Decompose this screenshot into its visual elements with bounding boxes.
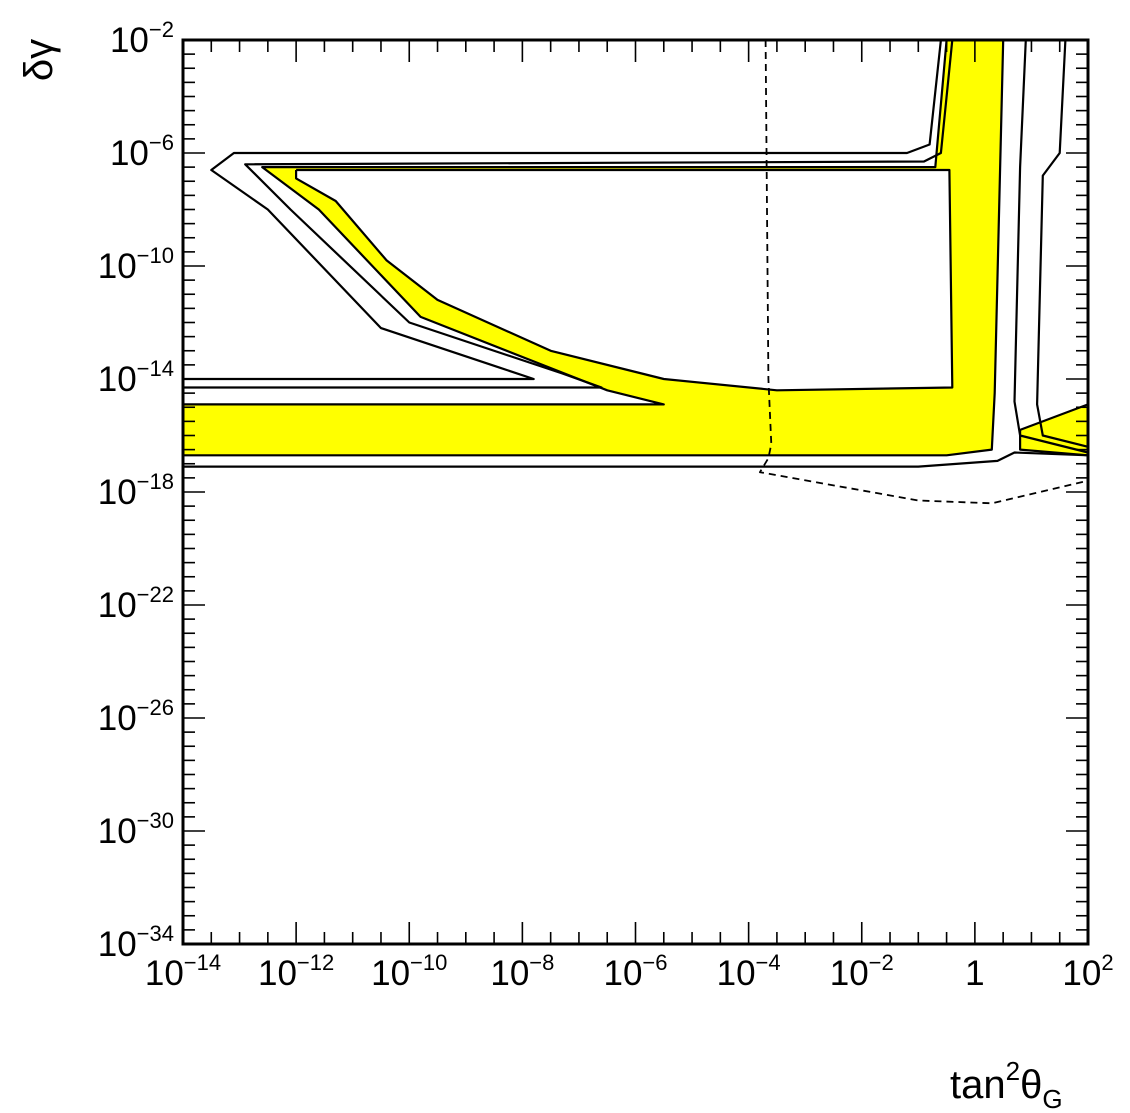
x-axis-label: tan2θG [950,1056,1063,1113]
contour-lower-boundary [183,451,1089,468]
y-tick-labels: 10−2 10−6 10−10 10−14 10−18 10−22 10−26 10−30 10… [98,17,174,964]
allowed-region-corner [1020,404,1088,456]
contour-corner-boundary [1019,403,1089,457]
x-tick-labels: 10−14 10−12 10−10 10−8 10−6 10−4 10−2 1 102 [145,950,1114,993]
x-tick-label: 1 [965,954,984,993]
x-tick-label: 102 [1062,950,1113,993]
contour-right-1 [1013,39,1089,454]
y-tick-label: 10−34 [98,921,174,964]
contour-right-2 [1036,39,1089,448]
x-tick-label: 10−4 [717,950,781,993]
y-tick-label: 10−18 [98,469,174,512]
contour-mid-outer [183,39,954,389]
y-tick-label: 10−6 [110,130,174,173]
x-tick-label: 10−12 [258,950,334,993]
y-tick-label: 10−26 [98,695,174,738]
x-tick-label: 10−6 [603,950,667,993]
dashed-curve [759,39,1089,505]
plot-frame [181,38,1090,946]
excluded-island-inner [296,170,953,391]
x-tick-label: 10−8 [490,950,554,993]
filled-regions [183,40,1088,456]
x-tick-label: 10−14 [145,950,221,993]
y-tick-label: 10−14 [98,356,174,399]
contour-inner-island [295,168,954,392]
y-tick-label: 10−30 [98,808,174,851]
contour-lines [183,39,1089,505]
contour-main-right-edge [183,39,1005,457]
contour-outer [183,39,942,381]
x-tick-label: 10−10 [371,950,447,993]
y-tick-label: 10−22 [98,582,174,625]
y-axis-label: δγ [17,39,61,81]
y-tick-label: 10−2 [110,17,174,60]
y-tick-label: 10−10 [98,243,174,286]
x-tick-label: 10−2 [830,950,894,993]
contour-main-boundary [183,39,948,406]
